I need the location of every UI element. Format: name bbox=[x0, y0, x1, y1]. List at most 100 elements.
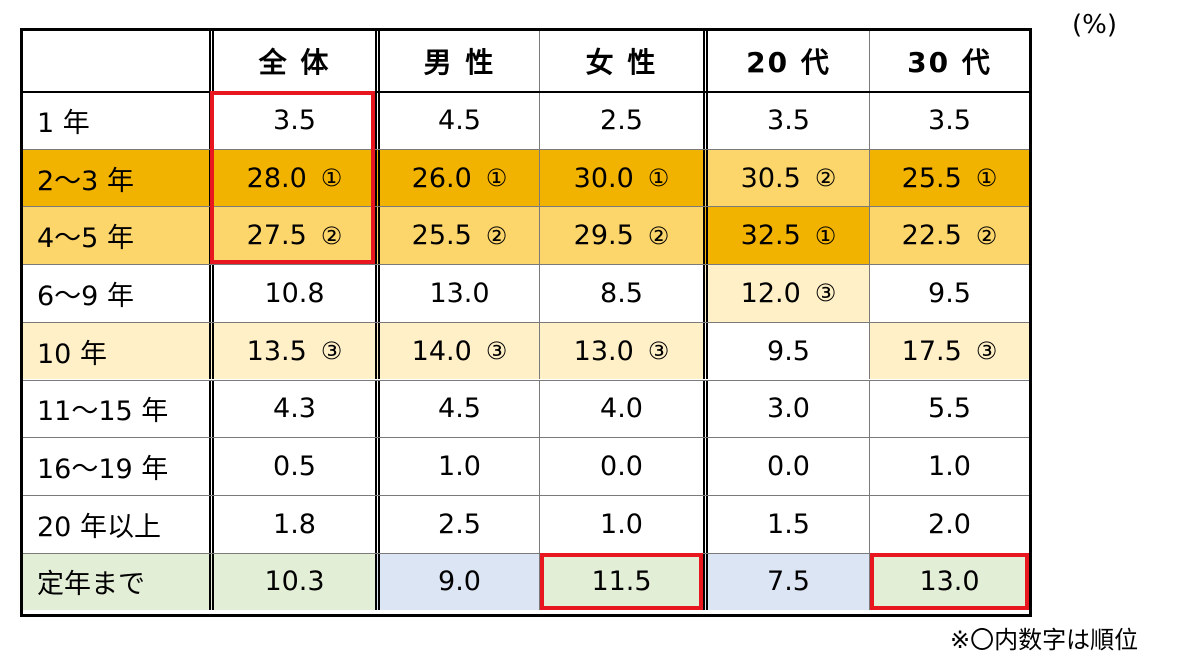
cell-value: 3.5 bbox=[928, 105, 971, 137]
cell-value: 14.0 bbox=[411, 335, 472, 367]
cell-value: 2.5 bbox=[600, 105, 643, 137]
row-label: 1 年 bbox=[37, 108, 90, 140]
rank-badge: ② bbox=[485, 221, 508, 250]
data-cell: 0.0 bbox=[703, 438, 869, 495]
rank-badge: ③ bbox=[975, 337, 998, 366]
data-cell: 14.0 ③ bbox=[375, 322, 539, 380]
column-header: 男 性 bbox=[375, 31, 539, 91]
row-label: 10 年 bbox=[23, 322, 209, 380]
data-cell: 11.5 bbox=[539, 553, 703, 611]
rank-badge: ③ bbox=[647, 337, 670, 366]
data-cell: 4.0 bbox=[539, 380, 703, 438]
cell-value: 30.5 bbox=[740, 162, 801, 194]
cell-value: 12.0 bbox=[740, 277, 801, 309]
cell-value: 22.5 bbox=[901, 220, 962, 252]
cell-value: 4.0 bbox=[600, 393, 643, 425]
rank-badge: ③ bbox=[320, 337, 343, 366]
data-cell: 2.5 bbox=[375, 495, 539, 553]
data-cell: 0.5 bbox=[209, 438, 375, 495]
cell-value: 10.3 bbox=[264, 566, 325, 598]
data-cell: 1.5 bbox=[703, 495, 869, 553]
data-cell: 3.5 bbox=[703, 93, 869, 149]
cell-value: 1.0 bbox=[928, 451, 971, 483]
row-label: 2～3 年 bbox=[23, 149, 209, 207]
table-row: 10 年 13.5 ③ 14.0 ③ 13.0 ③ 9.5 17.5 ③ bbox=[23, 321, 1029, 380]
rank-badge: ① bbox=[647, 164, 670, 193]
data-cell: 1.0 bbox=[539, 495, 703, 553]
rank-badge: ② bbox=[320, 221, 343, 250]
cell-value: 11.5 bbox=[591, 566, 652, 598]
cell-value: 4.5 bbox=[438, 393, 481, 425]
data-cell: 9.5 bbox=[869, 265, 1029, 322]
cell-value: 0.5 bbox=[273, 451, 316, 483]
table-row: 6～9 年 10.8 13.0 8.5 12.0 ③ 9.5 bbox=[23, 264, 1029, 322]
data-cell: 13.0 bbox=[869, 553, 1029, 611]
tenure-table: 全 体男 性女 性 20 代 30 代 1 年 3.5 4.5 2.5 3.5 3.5 2～3 年… bbox=[20, 28, 1032, 617]
cell-value: 9.0 bbox=[438, 566, 481, 598]
cell-value: 25.5 bbox=[411, 220, 472, 252]
data-cell: 9.0 bbox=[375, 553, 539, 611]
cell-value: 26.0 bbox=[411, 162, 472, 194]
data-cell: 32.5 ① bbox=[703, 207, 869, 265]
cell-value: 9.5 bbox=[928, 277, 971, 309]
cell-value: 0.0 bbox=[767, 451, 810, 483]
data-cell: 3.5 bbox=[209, 93, 375, 149]
cell-value: 10.8 bbox=[264, 277, 325, 309]
cell-value: 4.3 bbox=[273, 393, 316, 425]
cell-value: 1.8 bbox=[273, 508, 316, 540]
rank-badge: ① bbox=[485, 164, 508, 193]
data-cell: 4.5 bbox=[375, 93, 539, 149]
row-label: 6～9 年 bbox=[37, 280, 134, 312]
cell-value: 27.5 bbox=[246, 220, 307, 252]
data-cell: 10.8 bbox=[209, 265, 375, 322]
data-cell: 2.5 bbox=[539, 93, 703, 149]
cell-value: 1.0 bbox=[600, 508, 643, 540]
data-cell: 13.0 bbox=[375, 265, 539, 322]
cell-value: 2.5 bbox=[438, 508, 481, 540]
data-cell: 26.0 ① bbox=[375, 149, 539, 207]
cell-value: 5.5 bbox=[928, 393, 971, 425]
data-cell: 30.0 ① bbox=[539, 149, 703, 207]
data-cell: 17.5 ③ bbox=[869, 322, 1029, 380]
data-cell: 29.5 ② bbox=[539, 207, 703, 265]
data-cell: 25.5 ① bbox=[869, 149, 1029, 207]
cell-value: 1.5 bbox=[767, 508, 810, 540]
header-row: 全 体男 性女 性 20 代 30 代 bbox=[23, 31, 1029, 91]
cell-value: 9.5 bbox=[767, 335, 810, 367]
data-cell: 1.0 bbox=[375, 438, 539, 495]
data-cell: 5.5 bbox=[869, 380, 1029, 438]
unit-label: (%) bbox=[1072, 10, 1117, 40]
data-cell: 22.5 ② bbox=[869, 207, 1029, 265]
data-cell: 9.5 bbox=[703, 322, 869, 380]
data-cell: 10.3 bbox=[209, 553, 375, 611]
table-row: 定年まで 10.3 9.0 11.5 7.5 13.0 bbox=[23, 552, 1029, 611]
row-label: 16～19 年 bbox=[37, 454, 169, 486]
data-cell: 8.5 bbox=[539, 265, 703, 322]
cell-value: 13.0 bbox=[919, 566, 980, 598]
data-cell: 7.5 bbox=[703, 553, 869, 611]
cell-value: 17.5 bbox=[901, 335, 962, 367]
table-row: 2～3 年 28.0 ① 26.0 ① 30.0 ① 30.5 ② 25.5 ① bbox=[23, 148, 1029, 207]
header-corner bbox=[23, 31, 209, 91]
data-cell: 27.5 ② bbox=[209, 207, 375, 265]
data-cell: 13.0 ③ bbox=[539, 322, 703, 380]
data-cell: 28.0 ① bbox=[209, 149, 375, 207]
cell-value: 4.5 bbox=[438, 105, 481, 137]
rank-badge: ② bbox=[975, 221, 998, 250]
cell-value: 3.5 bbox=[273, 105, 316, 137]
table-row: 11～15 年 4.3 4.5 4.0 3.0 5.5 bbox=[23, 379, 1029, 438]
cell-value: 7.5 bbox=[767, 566, 810, 598]
rank-badge: ① bbox=[975, 164, 998, 193]
data-cell: 4.3 bbox=[209, 380, 375, 438]
cell-value: 13.5 bbox=[246, 335, 307, 367]
data-cell: 1.0 bbox=[869, 438, 1029, 495]
column-header: 20 代 bbox=[703, 31, 869, 91]
data-cell: 1.8 bbox=[209, 495, 375, 553]
data-cell: 0.0 bbox=[539, 438, 703, 495]
column-header: 30 代 bbox=[869, 31, 1029, 91]
rank-badge: ① bbox=[320, 164, 343, 193]
cell-value: 3.0 bbox=[767, 393, 810, 425]
cell-value: 3.5 bbox=[767, 105, 810, 137]
cell-value: 32.5 bbox=[740, 220, 801, 252]
data-cell: 25.5 ② bbox=[375, 207, 539, 265]
